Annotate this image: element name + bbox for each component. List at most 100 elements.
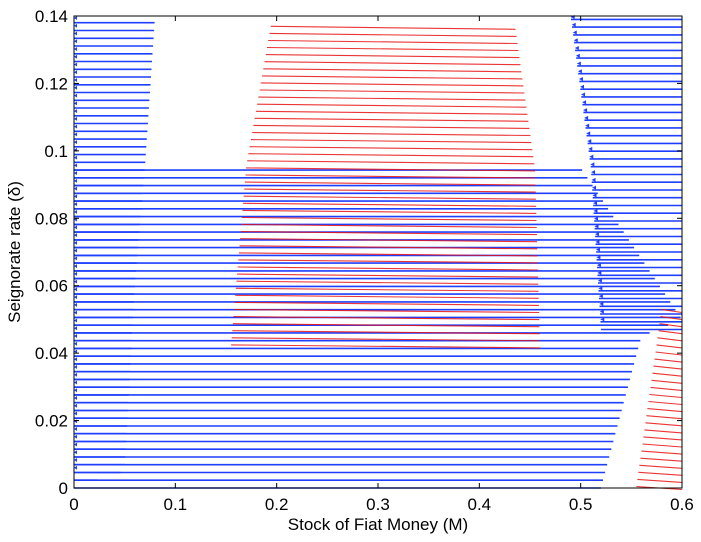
triangle-marker bbox=[74, 411, 78, 416]
triangle-marker bbox=[74, 302, 78, 307]
triangle-marker bbox=[74, 248, 78, 253]
y-tick-label: 0.04 bbox=[35, 344, 68, 363]
triangle-marker bbox=[74, 364, 78, 369]
triangle-marker bbox=[74, 450, 78, 455]
x-tick-label: 0.3 bbox=[366, 495, 390, 514]
triangle-marker bbox=[74, 349, 78, 354]
red-line bbox=[656, 344, 683, 349]
red-line bbox=[642, 443, 683, 448]
red-line bbox=[235, 294, 539, 299]
red-line bbox=[258, 96, 526, 101]
red-line bbox=[250, 139, 532, 144]
red-line bbox=[639, 464, 683, 469]
axis-ticks: 0 0.1 0.2 0.3 0.4 0.5 0.6 0 0.02 0.04 0.06 0.08 0.1 0… bbox=[35, 7, 694, 514]
red-line bbox=[254, 117, 529, 122]
triangle-marker bbox=[572, 30, 577, 35]
red-line bbox=[252, 131, 531, 137]
triangle-marker bbox=[74, 209, 78, 214]
red-line bbox=[655, 351, 683, 356]
blue-region-2 bbox=[571, 18, 682, 331]
triangle-marker bbox=[592, 193, 597, 198]
triangle-marker bbox=[587, 139, 592, 144]
x-axis-label: Stock of Fiat Money (M) bbox=[288, 515, 468, 534]
red-line bbox=[269, 32, 517, 37]
red-line bbox=[650, 386, 683, 391]
red-line bbox=[236, 280, 539, 285]
red-line bbox=[658, 330, 683, 335]
triangle-marker bbox=[74, 109, 78, 114]
triangle-marker bbox=[74, 140, 78, 145]
triangle-marker bbox=[74, 233, 78, 238]
triangle-marker bbox=[74, 434, 78, 439]
y-tick-label: 0.06 bbox=[35, 277, 68, 296]
triangle-marker bbox=[597, 270, 602, 275]
red-line bbox=[640, 457, 683, 462]
triangle-marker bbox=[594, 224, 599, 229]
x-tick-label: 0.1 bbox=[164, 495, 188, 514]
triangle-marker bbox=[573, 38, 578, 43]
red-line bbox=[266, 46, 519, 52]
red-line bbox=[265, 54, 520, 59]
red-line bbox=[263, 68, 522, 73]
y-tick-label: 0.08 bbox=[35, 209, 68, 228]
x-tick-label: 0.2 bbox=[265, 495, 289, 514]
triangle-marker bbox=[74, 458, 78, 463]
red-line bbox=[649, 393, 683, 399]
triangle-marker bbox=[74, 116, 78, 121]
triangle-marker bbox=[74, 155, 78, 160]
red-line bbox=[240, 231, 537, 236]
triangle-marker bbox=[74, 225, 78, 230]
red-line bbox=[247, 160, 535, 165]
red-line bbox=[643, 436, 683, 441]
triangle-marker bbox=[586, 131, 591, 136]
triangle-marker bbox=[74, 47, 78, 52]
red-line bbox=[239, 245, 538, 250]
triangle-marker bbox=[74, 388, 78, 393]
red-line bbox=[660, 316, 683, 321]
triangle-marker bbox=[581, 92, 586, 97]
red-line bbox=[637, 478, 683, 483]
red-line bbox=[651, 379, 683, 384]
triangle-marker bbox=[597, 278, 602, 283]
triangle-marker bbox=[74, 442, 78, 447]
triangle-marker bbox=[74, 85, 78, 90]
triangle-marker bbox=[596, 263, 601, 268]
y-tick-label: 0.14 bbox=[35, 7, 68, 26]
red-line bbox=[661, 308, 683, 314]
triangle-marker bbox=[74, 341, 78, 346]
triangle-marker bbox=[74, 132, 78, 137]
triangle-marker bbox=[598, 286, 603, 291]
triangle-marker bbox=[74, 295, 78, 300]
red-line bbox=[255, 110, 528, 115]
red-line bbox=[234, 301, 539, 306]
triangle-marker bbox=[74, 427, 78, 431]
triangle-marker bbox=[74, 287, 78, 292]
y-axis-label: Seignorate rate (δ) bbox=[5, 181, 24, 323]
x-tick-label: 0 bbox=[69, 495, 78, 514]
red-line bbox=[646, 415, 683, 420]
red-line bbox=[259, 89, 525, 94]
triangle-marker bbox=[74, 78, 78, 83]
red-line bbox=[238, 259, 538, 264]
triangle-marker bbox=[578, 77, 583, 82]
red-line bbox=[644, 429, 683, 434]
triangle-marker bbox=[74, 186, 78, 191]
red-line bbox=[235, 287, 539, 292]
red-line bbox=[241, 223, 537, 229]
triangle-marker bbox=[74, 240, 78, 245]
triangle-marker bbox=[74, 39, 78, 44]
triangle-marker bbox=[590, 162, 595, 167]
triangle-marker bbox=[583, 108, 588, 113]
triangle-marker bbox=[74, 465, 78, 470]
triangle-marker bbox=[600, 317, 605, 322]
red-line bbox=[234, 308, 540, 314]
triangle-marker bbox=[74, 318, 78, 323]
red-line bbox=[231, 344, 541, 349]
red-line bbox=[270, 25, 516, 30]
triangle-marker bbox=[592, 185, 597, 190]
red-line bbox=[242, 209, 537, 214]
triangle-marker bbox=[589, 154, 594, 159]
triangle-marker bbox=[74, 372, 78, 377]
triangle-marker bbox=[74, 16, 78, 21]
